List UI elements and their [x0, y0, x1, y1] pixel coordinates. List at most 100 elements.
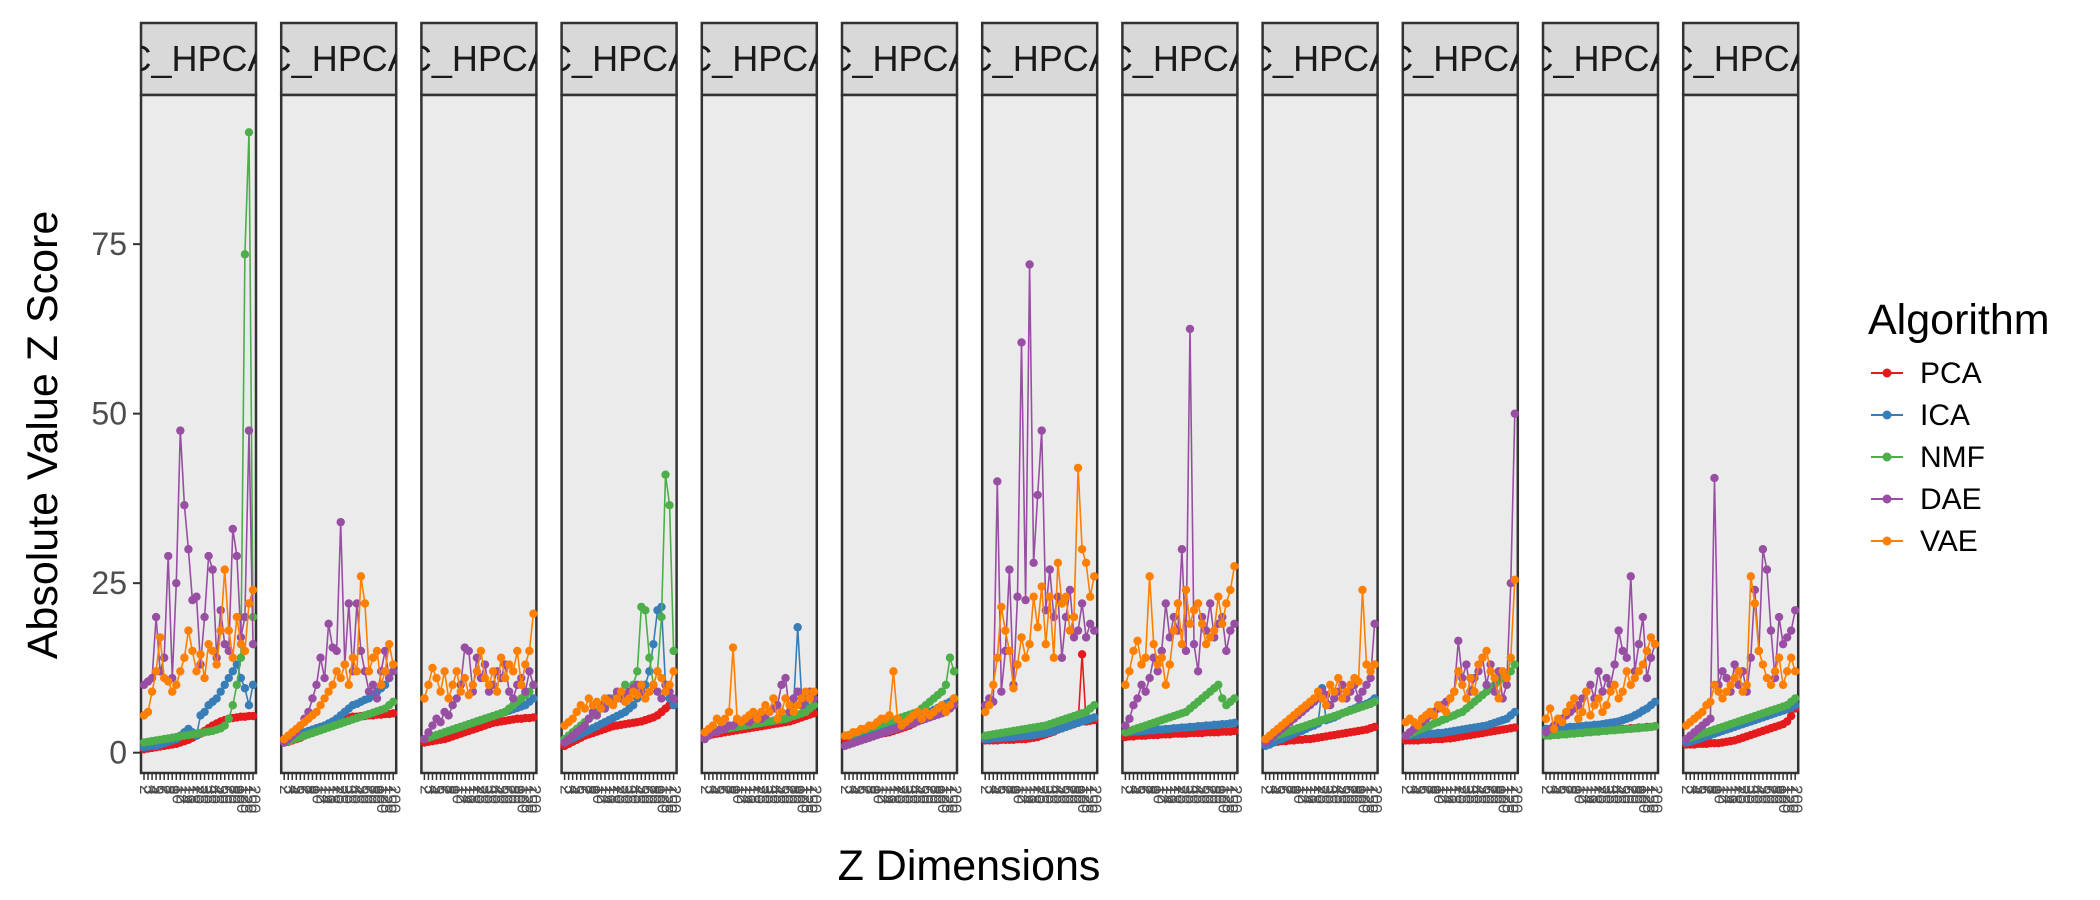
x-tick-label: 100 — [934, 785, 953, 813]
data-point-vae — [348, 653, 358, 662]
x-tick-label: 40 — [1186, 785, 1205, 804]
data-point-vae — [500, 673, 510, 683]
data-point-vae — [517, 680, 526, 690]
x-tick-label: 2 — [1117, 785, 1136, 794]
x-axis-ticks: 2345678910121416182025303540455060708090… — [416, 773, 544, 813]
x-tick-label: 90 — [930, 785, 949, 804]
x-tick-label: 16 — [461, 785, 480, 804]
x-tick-label: 10 — [1570, 785, 1589, 804]
data-point-vae — [529, 609, 538, 618]
data-point-vae — [769, 694, 778, 703]
data-point-pca — [1786, 711, 1796, 721]
x-tick-label: 70 — [501, 785, 520, 804]
data-point-vae — [1129, 646, 1138, 656]
data-point-vae — [1758, 660, 1768, 669]
x-tick-label: 20 — [609, 785, 628, 804]
data-point-dae — [509, 694, 518, 703]
x-tick-label: 25 — [1595, 785, 1614, 804]
x-tick-label: 30 — [197, 785, 216, 804]
x-tick-label: 9 — [1566, 785, 1585, 794]
data-point-vae — [188, 646, 197, 656]
data-point-vae — [1053, 558, 1063, 568]
x-tick-label: 40 — [1466, 785, 1485, 804]
data-point-vae — [608, 701, 618, 710]
x-tick-label: 14 — [597, 785, 616, 804]
x-tick-label: 80 — [1206, 785, 1225, 804]
data-point-dae — [220, 639, 229, 649]
data-point-vae — [805, 694, 814, 703]
data-point-dae — [1782, 633, 1792, 642]
x-tick-label: 18 — [1727, 785, 1746, 804]
x-tick-label: 10 — [1710, 785, 1729, 804]
x-tick-label: 100 — [1214, 785, 1233, 813]
data-point-vae — [1157, 653, 1166, 662]
data-point-vae — [509, 667, 518, 676]
legend-key-point — [1882, 452, 1892, 462]
legend-label: PCA — [1920, 357, 1982, 390]
facet-panel: C_HPCA2345678910121416182025303540455060… — [697, 21, 825, 813]
x-tick-label: 60 — [217, 785, 236, 804]
x-tick-label: 200 — [1507, 785, 1526, 813]
x-tick-label: 18 — [465, 785, 484, 804]
data-point-dae — [1730, 660, 1739, 669]
data-point-vae — [1197, 619, 1207, 629]
data-point-dae — [1161, 599, 1170, 608]
x-tick-label: 2 — [1538, 785, 1557, 794]
x-tick-label: 35 — [481, 785, 500, 804]
data-point-vae — [336, 673, 345, 683]
data-point-ica — [669, 701, 678, 710]
facet-strip-label: C_HPCA — [546, 38, 692, 79]
data-point-dae — [525, 667, 534, 676]
x-tick-label: 125 — [237, 785, 256, 813]
data-point-vae — [168, 687, 177, 696]
x-tick-label: 150 — [1783, 785, 1802, 813]
data-point-vae — [669, 667, 678, 676]
data-point-dae — [1718, 667, 1727, 676]
data-point-vae — [480, 673, 490, 683]
x-axis-ticks: 2345678910121416182025303540455060708090… — [977, 773, 1105, 813]
x-tick-label: 30 — [898, 785, 917, 804]
x-tick-label: 80 — [1487, 785, 1506, 804]
x-tick-label: 150 — [1643, 785, 1662, 813]
x-tick-label: 10 — [308, 785, 327, 804]
x-axis-ticks: 2345678910121416182025303540455060708090… — [1398, 773, 1526, 813]
x-tick-label: 7 — [296, 785, 315, 794]
data-point-vae — [1121, 680, 1130, 690]
data-point-vae — [1734, 667, 1743, 676]
data-point-vae — [1545, 704, 1555, 713]
data-point-vae — [1466, 673, 1475, 683]
facet-panel: C_HPCA2345678910121416182025303540455060… — [1117, 21, 1245, 813]
data-point-nmf — [1230, 694, 1239, 703]
x-tick-label: 40 — [1326, 785, 1345, 804]
data-point-dae — [1157, 646, 1166, 656]
x-tick-label: 7 — [857, 785, 876, 794]
x-tick-label: 12 — [873, 785, 892, 804]
data-point-vae — [1057, 599, 1067, 608]
x-tick-label: 25 — [1034, 785, 1053, 804]
x-tick-label: 150 — [802, 785, 821, 813]
data-point-nmf — [665, 500, 674, 510]
x-tick-label: 6 — [1694, 785, 1713, 794]
data-point-vae — [572, 707, 581, 717]
data-point-vae — [885, 711, 894, 720]
data-point-vae — [1578, 707, 1587, 717]
data-point-vae — [1614, 694, 1623, 703]
data-point-vae — [1073, 463, 1083, 473]
x-axis-title: Z Dimensions — [838, 842, 1101, 890]
data-point-nmf — [1214, 680, 1223, 690]
data-point-vae — [893, 714, 902, 723]
x-tick-label: 9 — [1286, 785, 1305, 794]
data-point-vae — [460, 673, 469, 683]
x-tick-label: 9 — [164, 785, 183, 794]
x-tick-label: 3 — [140, 785, 159, 794]
x-tick-label: 60 — [357, 785, 376, 804]
data-point-vae — [1446, 694, 1455, 703]
x-tick-label: 35 — [1042, 785, 1061, 804]
legend-key-point — [1882, 536, 1892, 546]
data-point-vae — [1598, 707, 1607, 717]
x-tick-label: 70 — [641, 785, 660, 804]
data-point-dae — [521, 687, 530, 696]
x-tick-label: 150 — [1503, 785, 1522, 813]
x-tick-label: 2 — [557, 785, 576, 794]
x-tick-label: 50 — [1615, 785, 1634, 804]
